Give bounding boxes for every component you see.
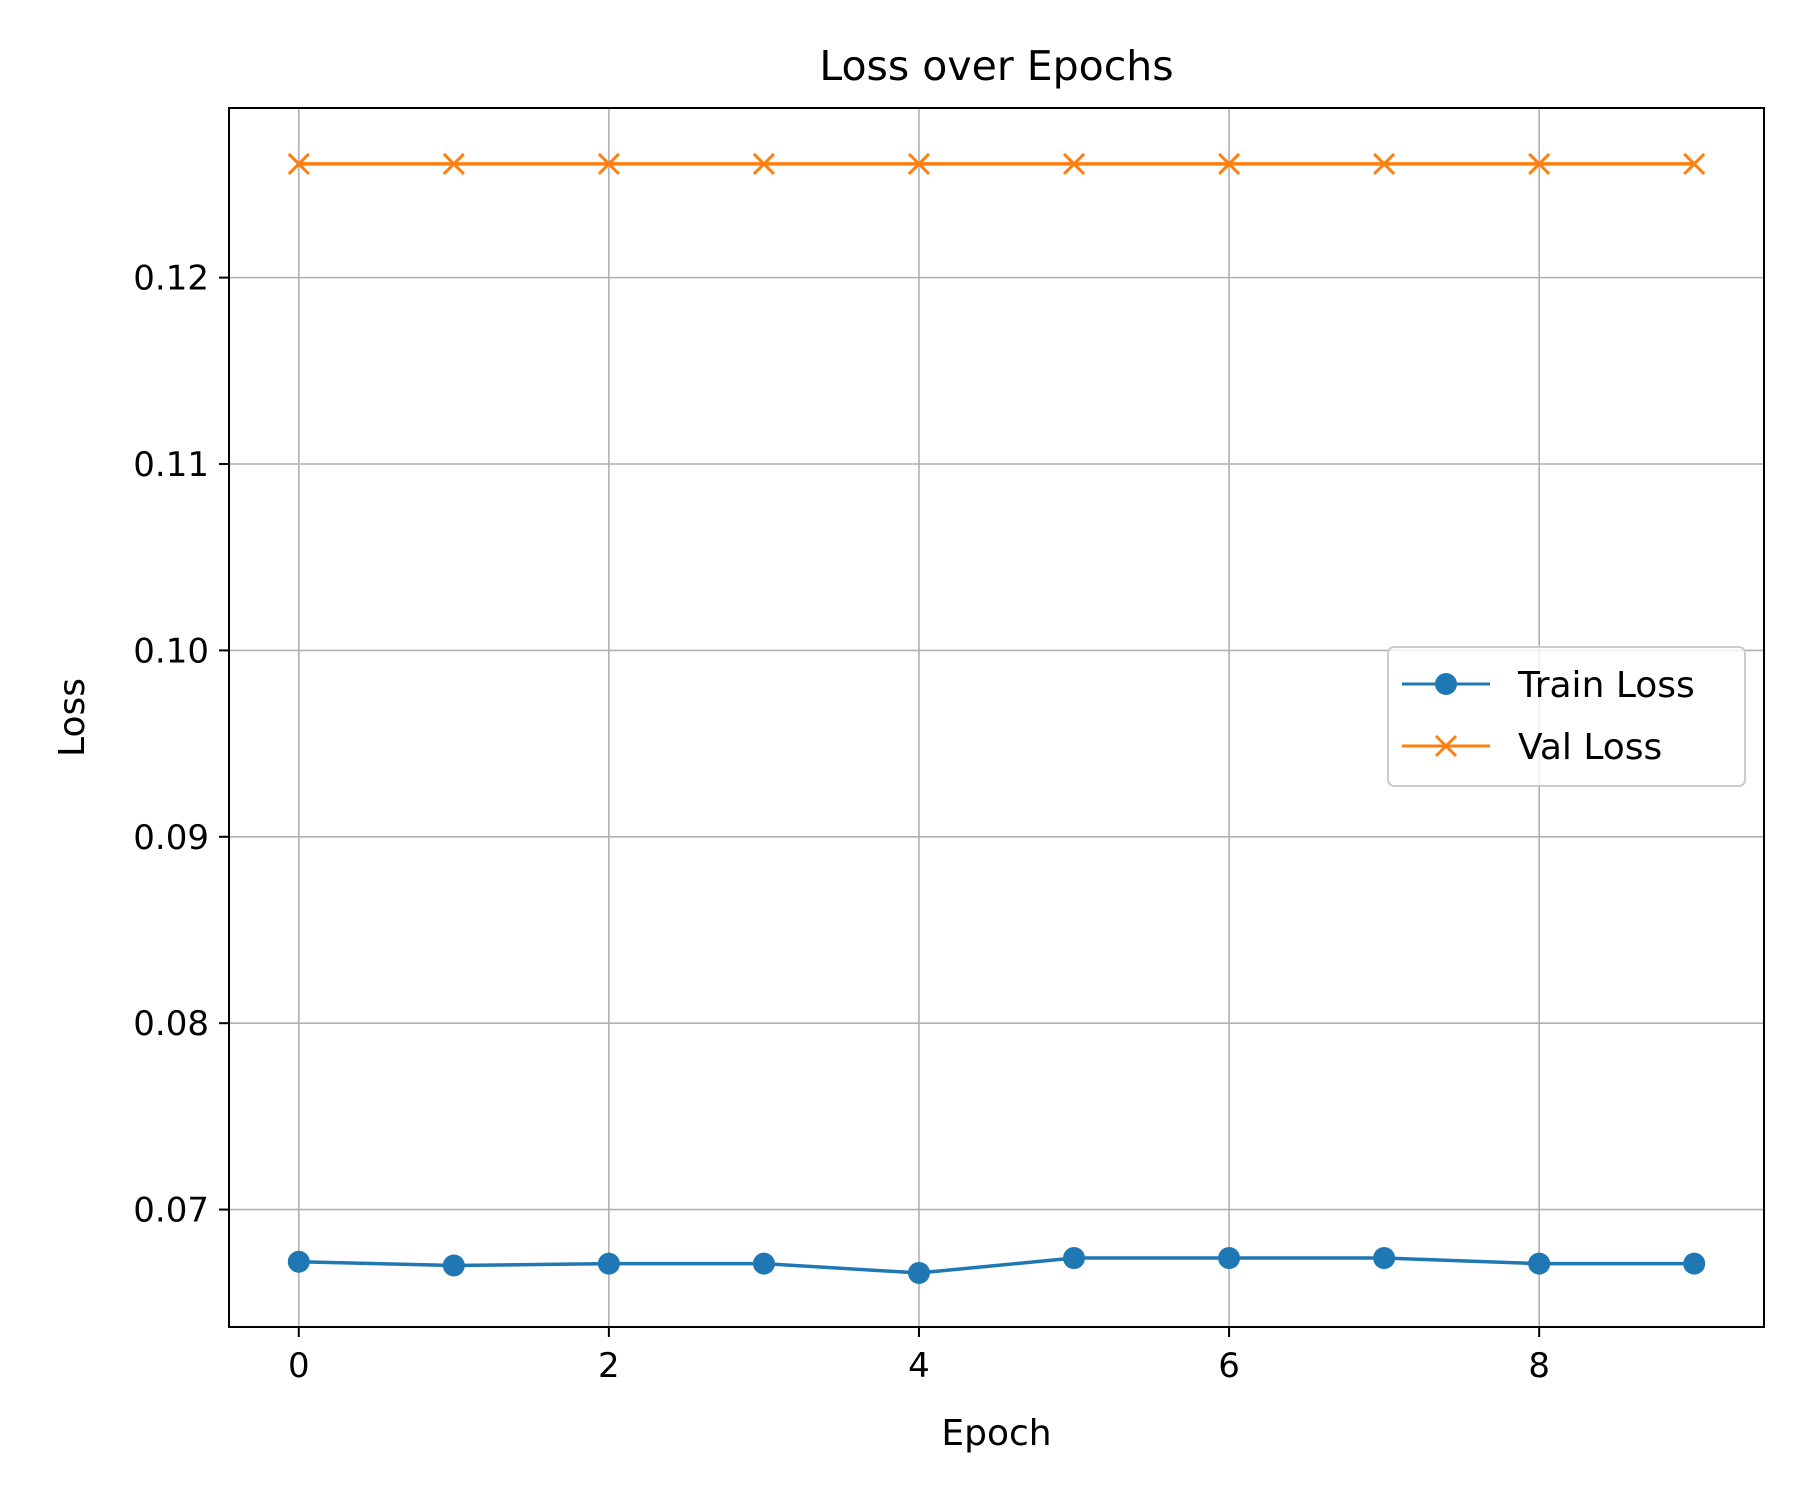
y-tick-label: 0.09 [133, 818, 209, 858]
y-tick-label: 0.07 [133, 1191, 209, 1231]
legend: Train Loss Val Loss [1387, 646, 1746, 787]
val-loss-point [597, 152, 620, 175]
legend-val-loss-label: Val Loss [1518, 727, 1662, 768]
x-tick-label: 6 [1218, 1346, 1240, 1386]
chart-title: Loss over Epochs [819, 42, 1173, 90]
train-loss-point [752, 1252, 775, 1275]
y-tick-label: 0.08 [133, 1004, 209, 1044]
legend-train-loss-marker [1435, 673, 1457, 695]
train-loss-point [287, 1250, 310, 1273]
x-axis-label: Epoch [941, 1413, 1051, 1454]
train-loss-point [1218, 1247, 1241, 1270]
train-loss-point [1373, 1247, 1396, 1270]
val-loss-point [1373, 152, 1396, 175]
train-loss-point [1528, 1252, 1551, 1275]
val-loss-point [287, 152, 310, 175]
val-loss-point [752, 152, 775, 175]
y-axis-label: Loss [52, 678, 93, 757]
x-tick-label: 4 [908, 1346, 930, 1386]
x-marker-glyph [1434, 734, 1458, 758]
val-loss-point [442, 152, 465, 175]
train-loss-line [298, 1256, 1695, 1275]
x-tick-label: 8 [1528, 1346, 1550, 1386]
train-loss-point [442, 1254, 465, 1277]
y-tick-label: 0.10 [133, 631, 209, 671]
legend-val-loss-marker [1434, 734, 1458, 758]
val-loss-point [1683, 152, 1706, 175]
train-loss-point [907, 1261, 930, 1284]
train-loss-point [1683, 1252, 1706, 1275]
y-tick-label: 0.11 [133, 445, 209, 485]
axes-frame [228, 107, 1765, 1328]
grid [229, 108, 1764, 1327]
legend-train-loss-label: Train Loss [1517, 665, 1695, 706]
val-loss-point [1528, 152, 1551, 175]
x-tick-label: 2 [598, 1346, 620, 1386]
train-loss-point [1063, 1247, 1086, 1270]
ticks: 0 2 4 6 8 0.07 0.08 0.09 0.10 0.11 0.12 [133, 259, 1550, 1386]
val-loss-point [1218, 152, 1241, 175]
legend-box [1387, 646, 1746, 787]
val-loss-point [1062, 152, 1086, 175]
y-tick-label: 0.12 [133, 259, 209, 299]
series-layer [287, 152, 1706, 1284]
val-loss-point [907, 152, 931, 175]
train-loss-point [597, 1252, 620, 1275]
x-tick-label: 0 [288, 1346, 310, 1386]
